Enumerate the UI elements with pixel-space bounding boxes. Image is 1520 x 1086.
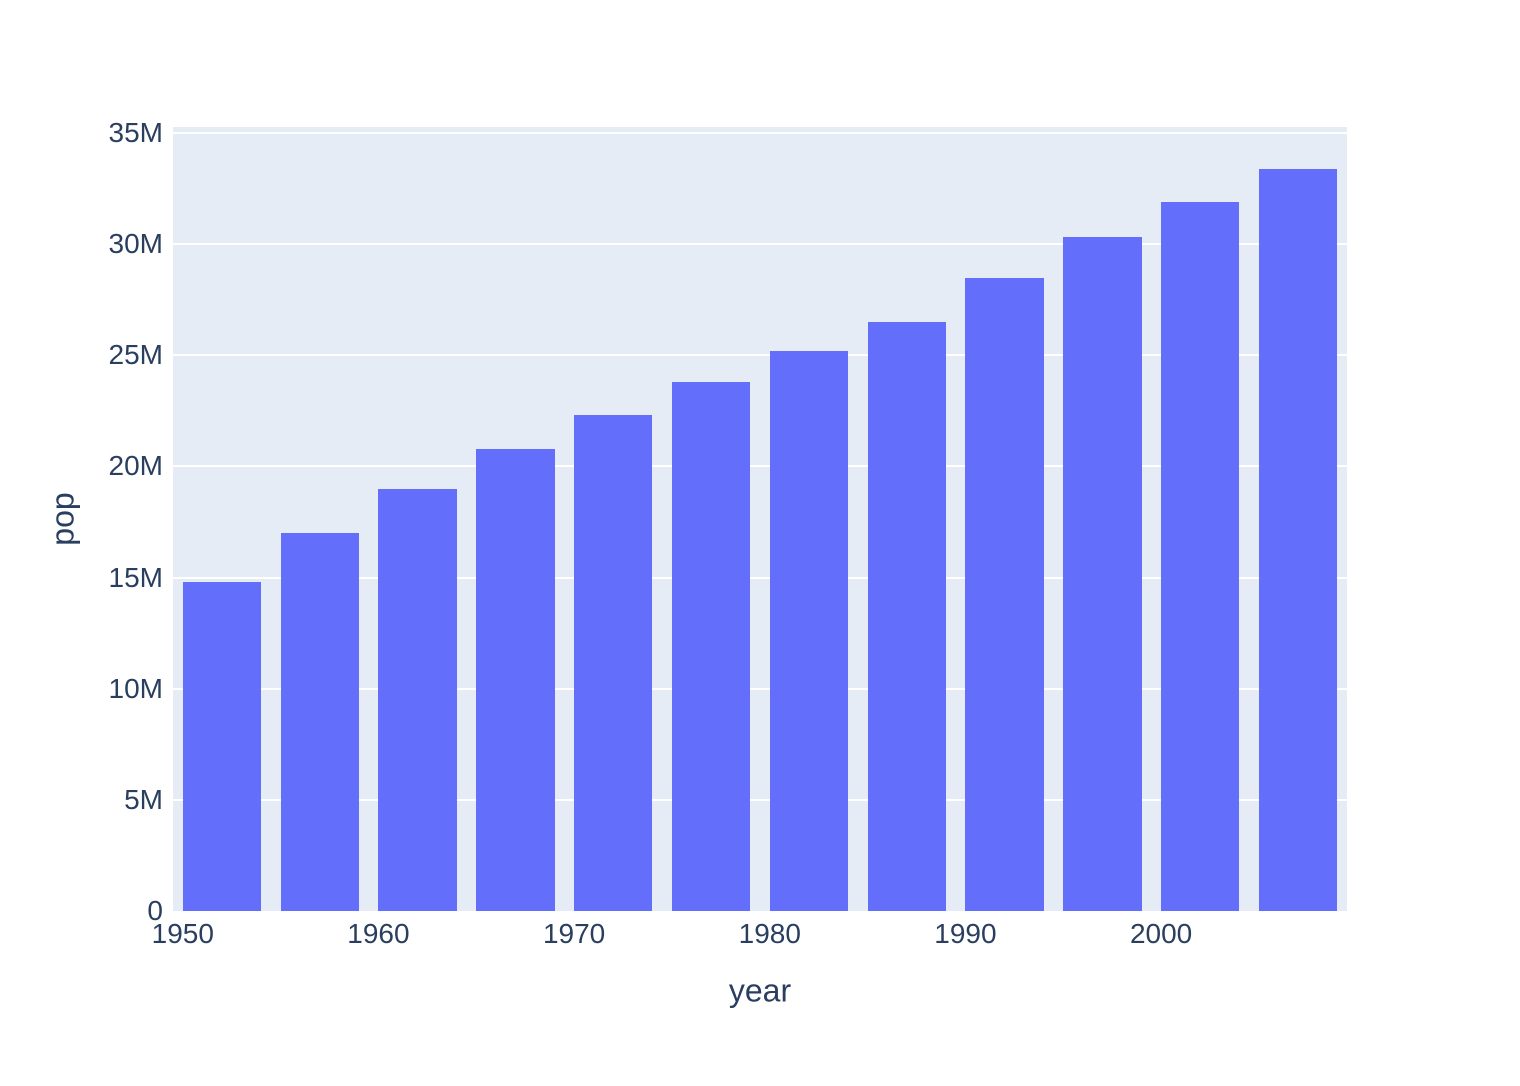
y-tick-label-25M: 25M bbox=[108, 339, 163, 371]
gridline-20M bbox=[173, 465, 1347, 468]
gridline-30M bbox=[173, 243, 1347, 246]
bar-1997[interactable] bbox=[1063, 237, 1142, 911]
bar-1982[interactable] bbox=[769, 350, 849, 911]
bar-1987[interactable] bbox=[867, 321, 946, 911]
y-axis-title: pop bbox=[44, 492, 81, 546]
gridline-35M bbox=[173, 132, 1347, 134]
y-tick-label-30M: 30M bbox=[108, 228, 163, 260]
x-tick-label-2000: 2000 bbox=[1129, 918, 1193, 949]
x-tick-label-1960: 1960 bbox=[347, 918, 410, 949]
x-tick-label-1950: 1950 bbox=[151, 918, 214, 949]
y-tick-label-0: 0 bbox=[147, 895, 163, 926]
y-tick-label-20M: 20M bbox=[108, 450, 163, 482]
x-axis-title: year bbox=[728, 972, 792, 1009]
plot-area[interactable] bbox=[173, 127, 1347, 911]
gridline-15M bbox=[173, 576, 1347, 579]
gridline-5M bbox=[173, 798, 1347, 801]
bar-1972[interactable] bbox=[574, 415, 653, 911]
x-tick-label-1980: 1980 bbox=[738, 918, 801, 949]
y-tick-label-5M: 5M bbox=[124, 783, 163, 815]
bar-1952[interactable] bbox=[182, 582, 262, 911]
bar-1957[interactable] bbox=[280, 533, 359, 911]
bar-2002[interactable] bbox=[1161, 201, 1240, 911]
bar-1967[interactable] bbox=[476, 448, 555, 911]
bar-1962[interactable] bbox=[378, 488, 457, 911]
x-tick-label-1990: 1990 bbox=[934, 918, 997, 949]
bar-1992[interactable] bbox=[965, 277, 1044, 911]
y-tick-label-15M: 15M bbox=[108, 561, 163, 593]
bar-2007[interactable] bbox=[1258, 168, 1338, 911]
gridline-25M bbox=[173, 354, 1347, 357]
y-tick-label-10M: 10M bbox=[108, 672, 163, 704]
bar-1977[interactable] bbox=[671, 381, 751, 911]
gridline-10M bbox=[173, 687, 1347, 690]
x-tick-label-1970: 1970 bbox=[542, 918, 606, 949]
y-tick-label-35M: 35M bbox=[108, 117, 163, 148]
